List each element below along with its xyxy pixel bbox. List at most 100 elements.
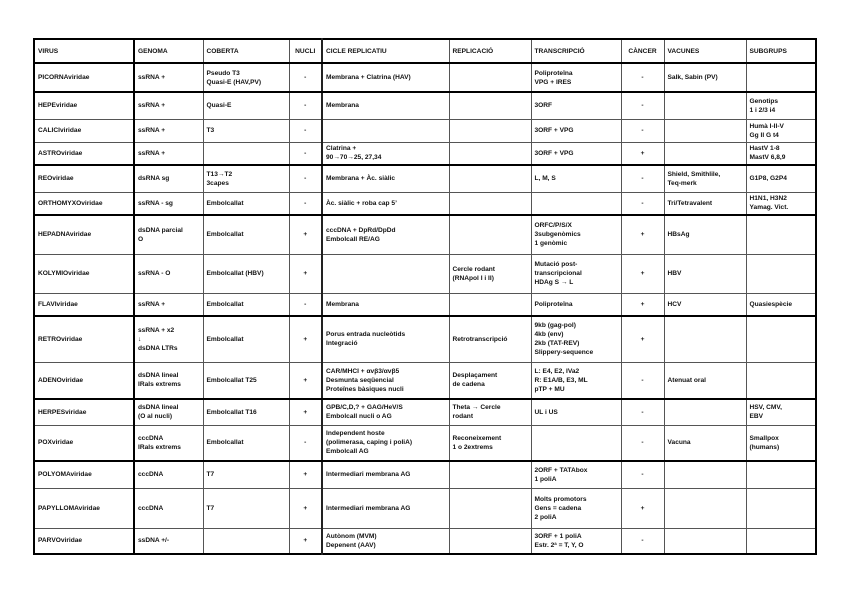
column-header-vacunes: VACUNES xyxy=(663,38,747,64)
cell-cancer: - xyxy=(620,424,665,462)
cell-cancer: - xyxy=(620,118,665,143)
cell-nucli: - xyxy=(288,118,323,143)
cell-cicle-replicatiu: Clatrina + 90→70→25, 27,34 xyxy=(321,141,450,166)
table-row: FLAVIviridae ssRNA + Embolcallat - Membrana P… xyxy=(33,292,817,317)
cell-replicacio xyxy=(448,292,532,317)
table-row: POLYOMAviridae cccDNA T7 + Intermediari memb… xyxy=(33,460,817,489)
cell-subgrups: HastV 1-8 MastV 6,8,9 xyxy=(745,141,817,166)
cell-nucli: + xyxy=(288,398,323,426)
cell-genoma: ssDNA +/- xyxy=(133,527,204,555)
cell-nucli: - xyxy=(288,292,323,317)
cell-cancer: + xyxy=(620,253,665,294)
cell-virus: KOLYMIOviridae xyxy=(33,253,135,294)
table-row: HEPADNAviridae dsDNA parcial O Embolcallat… xyxy=(33,214,817,255)
cell-cancer: - xyxy=(620,91,665,120)
cell-nucli: - xyxy=(288,164,323,193)
cell-subgrups xyxy=(745,361,817,400)
cell-cancer: + xyxy=(620,141,665,166)
cell-genoma: ssRNA - sg xyxy=(133,191,204,216)
cell-transcripcio: L, M, S xyxy=(530,164,622,193)
cell-subgrups xyxy=(745,214,817,255)
cell-vacunes: HBsAg xyxy=(663,214,747,255)
cell-nucli: + xyxy=(288,214,323,255)
column-header-virus: VIRUS xyxy=(33,38,135,64)
table-row: KOLYMIOviridae ssRNA - O Embolcallat (HBV)… xyxy=(33,253,817,294)
table-row: HEPEviridae ssRNA + Quasi-E - Membrana 3ORF - G… xyxy=(33,91,817,120)
cell-virus: HEPADNAviridae xyxy=(33,214,135,255)
cell-cancer: + xyxy=(620,292,665,317)
cell-replicacio xyxy=(448,164,532,193)
cell-nucli: + xyxy=(288,487,323,529)
column-header-cancer: CÀNCER xyxy=(620,38,665,64)
cell-cancer: - xyxy=(620,62,665,93)
column-header-transcripcio: TRANSCRIPCIÓ xyxy=(530,38,622,64)
cell-virus: POLYOMAviridae xyxy=(33,460,135,489)
cell-cicle-replicatiu: Autònom (MVM) Depenent (AAV) xyxy=(321,527,450,555)
cell-transcripcio: 3ORF xyxy=(530,91,622,120)
cell-coberta: Embolcallat xyxy=(202,292,290,317)
cell-vacunes xyxy=(663,118,747,143)
cell-nucli: + xyxy=(288,253,323,294)
cell-coberta: Embolcallat xyxy=(202,424,290,462)
cell-subgrups: Smallpox (humans) xyxy=(745,424,817,462)
cell-transcripcio: Molts promotors Gens = cadena 2 poliA xyxy=(530,487,622,529)
column-header-replicacio: REPLICACIÓ xyxy=(448,38,532,64)
cell-coberta: T13→T2 3capes xyxy=(202,164,290,193)
column-header-nucli: NUCLI xyxy=(288,38,323,64)
cell-replicacio xyxy=(448,214,532,255)
cell-vacunes: Tri/Tetravalent xyxy=(663,191,747,216)
cell-cicle-replicatiu: cccDNA + DpRd/DpDd Embolcall RE/AG xyxy=(321,214,450,255)
cell-transcripcio: 3ORF + VPG xyxy=(530,118,622,143)
cell-vacunes xyxy=(663,398,747,426)
cell-subgrups: Quasiespècie xyxy=(745,292,817,317)
cell-coberta xyxy=(202,527,290,555)
cell-cicle-replicatiu: CAR/MHCI + αvβ3/αvβ5 Desmunta seqüencial… xyxy=(321,361,450,400)
cell-cancer: - xyxy=(620,191,665,216)
cell-replicacio xyxy=(448,460,532,489)
cell-transcripcio xyxy=(530,424,622,462)
cell-coberta: Embolcallat xyxy=(202,315,290,363)
cell-cicle-replicatiu: Porus entrada nucleòtids Integració xyxy=(321,315,450,363)
virus-table: VIRUS GENOMA COBERTA NUCLI CICLE REPLICATIU R… xyxy=(33,38,817,555)
cell-replicacio: Desplaçament de cadena xyxy=(448,361,532,400)
cell-coberta xyxy=(202,141,290,166)
table-row: PICORNAviridae ssRNA + Pseudo T3 Quasi-E (… xyxy=(33,62,817,93)
cell-coberta: Embolcallat T16 xyxy=(202,398,290,426)
cell-cicle-replicatiu: Àc. siàlic + roba cap 5’ xyxy=(321,191,450,216)
cell-coberta: T3 xyxy=(202,118,290,143)
cell-subgrups xyxy=(745,487,817,529)
cell-virus: FLAVIviridae xyxy=(33,292,135,317)
cell-genoma: cccDNA xyxy=(133,460,204,489)
cell-subgrups xyxy=(745,253,817,294)
column-header-cicle-replicatiu: CICLE REPLICATIU xyxy=(321,38,450,64)
cell-virus: REOviridae xyxy=(33,164,135,193)
cell-cicle-replicatiu: Membrana xyxy=(321,292,450,317)
cell-vacunes: Atenuat oral xyxy=(663,361,747,400)
cell-nucli: - xyxy=(288,191,323,216)
cell-cancer: - xyxy=(620,460,665,489)
cell-replicacio: Theta → Cercle rodant xyxy=(448,398,532,426)
cell-cancer: - xyxy=(620,398,665,426)
cell-transcripcio xyxy=(530,191,622,216)
table-row: CALICIviridae ssRNA + T3-3ORF + VPG - Humà I… xyxy=(33,118,817,143)
table-row: REOviridae dsRNA sg T13→T2 3capes - Membrana… xyxy=(33,164,817,193)
table-row: HERPESviridae dsDNA lineal (O al nucli) Em… xyxy=(33,398,817,426)
cell-genoma: cccDNA xyxy=(133,487,204,529)
cell-cancer: + xyxy=(620,315,665,363)
cell-replicacio: Cercle rodant (RNApol I i II) xyxy=(448,253,532,294)
cell-genoma: ssRNA - O xyxy=(133,253,204,294)
cell-virus: ADENOviridae xyxy=(33,361,135,400)
cell-replicacio: Reconeixement 1 o 2extrems xyxy=(448,424,532,462)
cell-virus: POXviridae xyxy=(33,424,135,462)
cell-vacunes: Salk, Sabin (PV) xyxy=(663,62,747,93)
cell-virus: CALICIviridae xyxy=(33,118,135,143)
cell-vacunes: HCV xyxy=(663,292,747,317)
cell-virus: HEPEviridae xyxy=(33,91,135,120)
cell-nucli: - xyxy=(288,424,323,462)
cell-vacunes xyxy=(663,460,747,489)
cell-vacunes: Shield, Smithlile, Teq-merk xyxy=(663,164,747,193)
cell-replicacio xyxy=(448,62,532,93)
cell-vacunes: HBV xyxy=(663,253,747,294)
cell-genoma: cccDNA IRals extrems xyxy=(133,424,204,462)
table-row: PAPYLLOMAviridae cccDNA T7 + Intermediari me… xyxy=(33,487,817,529)
